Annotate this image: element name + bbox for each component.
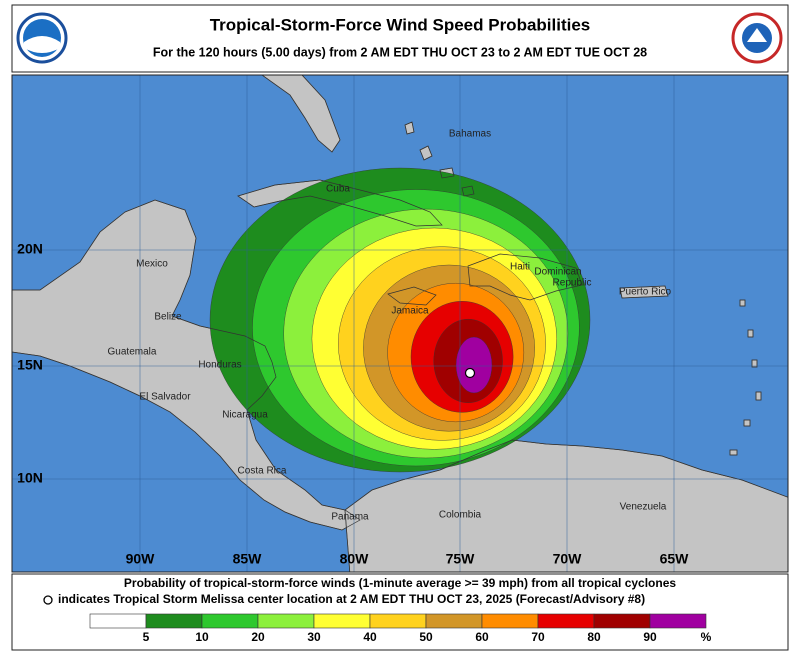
longitude-label: 90W	[126, 551, 156, 567]
color-swatch	[89, 613, 147, 629]
scale-label: 80	[587, 630, 601, 644]
place-label: Belize	[154, 312, 182, 323]
legend-box	[11, 573, 789, 651]
place-label: Cuba	[326, 184, 350, 195]
color-swatch	[537, 613, 595, 629]
longitude-label: 85W	[233, 551, 263, 567]
longitude-label: 80W	[340, 551, 370, 567]
place-label: Puerto Rico	[619, 287, 672, 298]
place-label: Nicaragua	[222, 410, 268, 421]
scale-label: 5	[143, 630, 150, 644]
longitude-label: 75W	[446, 551, 476, 567]
storm-symbol	[43, 595, 53, 605]
map	[12, 75, 788, 572]
place-label: Dominican	[534, 267, 581, 278]
place-label: Honduras	[198, 360, 241, 371]
legend-line1: Probability of tropical-storm-force wind…	[124, 576, 676, 590]
color-swatch	[313, 613, 371, 629]
color-swatch	[481, 613, 539, 629]
place-label: Mexico	[136, 259, 168, 270]
place-label: Bahamas	[449, 129, 491, 140]
place-label: Costa Rica	[238, 466, 287, 477]
scale-label: 10	[195, 630, 209, 644]
scale-label: 30	[307, 630, 321, 644]
color-swatch	[369, 613, 427, 629]
scale-label: 70	[531, 630, 545, 644]
noaa-logo	[16, 12, 68, 64]
scale-label: 90	[643, 630, 657, 644]
place-label: El Salvador	[139, 392, 191, 403]
color-swatch	[649, 613, 707, 629]
title: Tropical-Storm-Force Wind Speed Probabil…	[210, 15, 591, 34]
probability-contours	[209, 167, 591, 473]
probability-contour	[455, 336, 493, 394]
subtitle: For the 120 hours (5.00 days) from 2 AM …	[153, 45, 647, 59]
scale-unit: %	[701, 630, 712, 644]
place-label: Panama	[331, 512, 369, 523]
coastline	[404, 121, 475, 197]
coastline	[619, 285, 669, 299]
place-label: Jamaica	[391, 306, 429, 317]
place-label: Guatemala	[108, 347, 157, 358]
coastline	[387, 286, 437, 306]
latitude-label: 20N	[17, 241, 43, 257]
map-border	[11, 74, 789, 573]
color-swatch	[145, 613, 203, 629]
place-label: Venezuela	[620, 502, 667, 513]
longitude-label: 70W	[553, 551, 583, 567]
scale-label: 20	[251, 630, 265, 644]
latitude-label: 15N	[17, 357, 43, 373]
color-swatch	[201, 613, 259, 629]
color-swatch	[593, 613, 651, 629]
place-label: Haiti	[510, 262, 530, 273]
coastline	[12, 199, 361, 531]
longitude-label: 65W	[660, 551, 690, 567]
storm-center	[464, 367, 476, 379]
coastline	[261, 75, 341, 153]
color-swatch	[257, 613, 315, 629]
color-swatch	[425, 613, 483, 629]
coastline	[237, 179, 443, 227]
coastline	[467, 253, 583, 301]
coastlines	[12, 75, 788, 572]
nws-logo	[731, 12, 783, 64]
scale-label: 60	[475, 630, 489, 644]
scale-label: 40	[363, 630, 377, 644]
coastline	[729, 299, 762, 456]
legend-line2: indicates Tropical Storm Melissa center …	[58, 592, 645, 606]
place-label: Colombia	[439, 510, 482, 521]
header-box	[11, 4, 789, 73]
color-scale: 5 10 20 30 40 50 60 70 80 90%	[89, 613, 712, 644]
coastline	[344, 439, 788, 572]
place-label: Republic	[553, 278, 592, 289]
latitude-label: 10N	[17, 470, 43, 486]
scale-label: 50	[419, 630, 433, 644]
graticule	[12, 75, 788, 572]
